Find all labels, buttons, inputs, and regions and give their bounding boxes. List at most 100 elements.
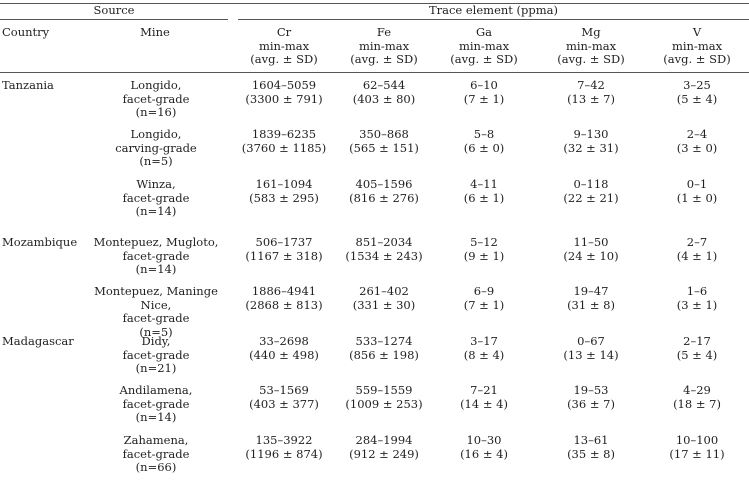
average-value: (403 ± 377)	[249, 396, 319, 411]
element-header-symbol: Fe	[376, 25, 392, 39]
mine-line: (n=14)	[135, 410, 177, 424]
average-value: (32 ± 31)	[563, 140, 619, 155]
average-value: (31 ± 8)	[567, 297, 615, 312]
country-cell: Madagascar	[2, 334, 74, 348]
element-header-sub2: (avg. ± SD)	[350, 52, 418, 66]
average-value: (583 ± 295)	[249, 190, 319, 205]
value-cell-v: 1–6 (3 ± 1)	[642, 284, 749, 312]
mine-cell: Longido, carving-grade (n=5)	[78, 127, 234, 169]
average-value: (3300 ± 791)	[245, 91, 323, 106]
trace-element-header: Trace element (ppma)	[428, 3, 559, 17]
value-cell-fe: 284–1994 (912 ± 249)	[329, 433, 439, 461]
mine-line: Winza,	[136, 177, 176, 191]
range-value: 5–8	[473, 127, 495, 141]
mine-line: facet-grade	[122, 311, 190, 325]
element-header-sub2: (avg. ± SD)	[557, 52, 625, 66]
mine-line: (n=66)	[135, 460, 177, 474]
range-value: 0–118	[573, 177, 609, 191]
value-cell-cr: 33–2698 (440 ± 498)	[229, 334, 339, 362]
element-header-ga: Ga min-max (avg. ± SD)	[429, 25, 539, 67]
mine-line: Longido,	[130, 127, 182, 141]
range-value: 135–3922	[255, 433, 313, 447]
range-value: 53–1569	[259, 383, 309, 397]
range-value: 0–67	[577, 334, 605, 348]
range-value: 33–2698	[259, 334, 309, 348]
range-value: 19–47	[573, 284, 609, 298]
range-value: 6–10	[470, 78, 498, 92]
value-cell-fe: 350–868 (565 ± 151)	[329, 127, 439, 155]
value-cell-ga: 3–17 (8 ± 4)	[429, 334, 539, 362]
range-value: 2–7	[686, 235, 708, 249]
mine-line: (n=21)	[135, 361, 177, 375]
average-value: (1009 ± 253)	[345, 396, 423, 411]
mine-line: Didy,	[141, 334, 171, 348]
range-value: 2–4	[686, 127, 708, 141]
value-cell-v: 4–29 (18 ± 7)	[642, 383, 749, 411]
average-value: (8 ± 4)	[463, 347, 505, 362]
element-header-sub2: (avg. ± SD)	[250, 52, 318, 66]
element-header-sub1: min-max	[565, 38, 617, 53]
average-value: (14 ± 4)	[460, 396, 508, 411]
range-value: 11–50	[573, 235, 609, 249]
mine-line: (n=16)	[135, 105, 177, 119]
average-value: (7 ± 1)	[463, 297, 505, 312]
range-value: 3–25	[683, 78, 711, 92]
range-value: 13–61	[573, 433, 609, 447]
value-cell-mg: 9–130 (32 ± 31)	[536, 127, 646, 155]
range-value: 6–9	[473, 284, 495, 298]
header-bottom-rule	[0, 72, 749, 73]
value-cell-mg: 7–42 (13 ± 7)	[536, 78, 646, 106]
value-cell-fe: 851–2034 (1534 ± 243)	[329, 235, 439, 263]
mine-line: facet-grade	[122, 91, 190, 106]
range-value: 9–130	[573, 127, 609, 141]
mine-line: Montepuez, Mugloto,	[93, 235, 219, 249]
element-header-cr: Cr min-max (avg. ± SD)	[229, 25, 339, 67]
range-value: 5–12	[470, 235, 498, 249]
range-value: 1604–5059	[251, 78, 317, 92]
average-value: (5 ± 4)	[676, 91, 718, 106]
element-header-symbol: Cr	[276, 25, 292, 39]
value-cell-cr: 53–1569 (403 ± 377)	[229, 383, 339, 411]
top-rule	[0, 3, 749, 4]
average-value: (4 ± 1)	[676, 248, 718, 263]
average-value: (331 ± 30)	[352, 297, 416, 312]
range-value: 350–868	[359, 127, 409, 141]
average-value: (2868 ± 813)	[245, 297, 323, 312]
element-header-sub1: min-max	[671, 38, 723, 53]
average-value: (1534 ± 243)	[345, 248, 423, 263]
country-cell: Mozambique	[2, 235, 78, 249]
range-value: 3–17	[470, 334, 498, 348]
range-value: 7–21	[470, 383, 498, 397]
mine-line: (n=14)	[135, 262, 177, 276]
range-value: 1886–4941	[251, 284, 317, 298]
mine-line: facet-grade	[122, 446, 190, 461]
range-value: 1–6	[686, 284, 708, 298]
range-value: 10–100	[675, 433, 719, 447]
mine-cell: Winza, facet-grade (n=14)	[78, 177, 234, 219]
source-underline	[0, 19, 228, 20]
range-value: 506–1737	[255, 235, 313, 249]
value-cell-ga: 4–11 (6 ± 1)	[429, 177, 539, 205]
average-value: (17 ± 11)	[669, 446, 725, 461]
mine-line: (n=5)	[139, 154, 173, 168]
mine-line: (n=5)	[139, 324, 173, 339]
average-value: (35 ± 8)	[567, 446, 615, 461]
element-header-fe: Fe min-max (avg. ± SD)	[329, 25, 439, 67]
country-header: Country	[2, 25, 50, 39]
value-cell-ga: 7–21 (14 ± 4)	[429, 383, 539, 411]
mine-cell: Montepuez, Mugloto, facet-grade (n=14)	[78, 235, 234, 277]
value-cell-fe: 405–1596 (816 ± 276)	[329, 177, 439, 205]
average-value: (18 ± 7)	[673, 396, 721, 411]
mine-line: facet-grade	[122, 396, 190, 411]
range-value: 0–1	[686, 177, 708, 191]
mine-cell: Zahamena, facet-grade (n=66)	[78, 433, 234, 475]
value-cell-ga: 10–30 (16 ± 4)	[429, 433, 539, 461]
element-header-sub1: min-max	[358, 38, 410, 53]
range-value: 405–1596	[355, 177, 413, 191]
element-header-mg: Mg min-max (avg. ± SD)	[536, 25, 646, 67]
value-cell-ga: 5–12 (9 ± 1)	[429, 235, 539, 263]
range-value: 19–53	[573, 383, 609, 397]
element-header-sub1: min-max	[258, 38, 310, 53]
element-header-symbol: Ga	[475, 25, 493, 39]
